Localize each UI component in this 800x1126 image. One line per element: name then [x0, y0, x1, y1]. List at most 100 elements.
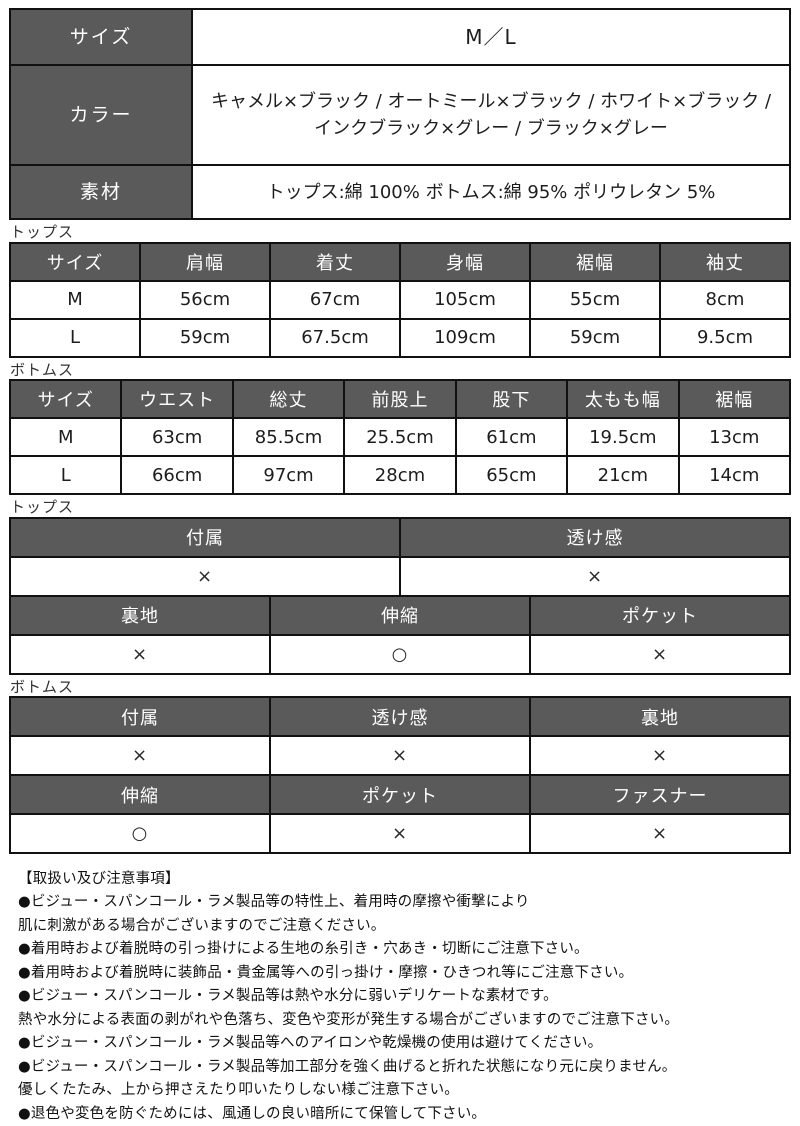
- tops-meas-header-shoulder: 肩幅: [139, 241, 271, 282]
- bottoms-meas-l-size: L: [8, 455, 123, 495]
- tops-meas-m-shoulder: 56cm: [139, 279, 271, 320]
- care-note-line: 肌に刺激がある場合がございますのでご注意ください。: [18, 917, 386, 934]
- bottoms-measurement-table: サイズ ウエスト 総丈 前股上 股下 太もも幅 裾幅 M 63cm 85.5cm…: [8, 379, 792, 495]
- tops-attr-header-lining: 裏地: [8, 594, 272, 636]
- bottoms-attr-header-lining: 裏地: [529, 696, 791, 737]
- bottoms-meas-l-inseam: 65cm: [454, 455, 569, 495]
- tops-attr-value-pocket: ×: [529, 633, 791, 675]
- tops-attr-header-stretch: 伸縮: [269, 594, 532, 636]
- tops-meas-header-hem: 裾幅: [529, 241, 661, 282]
- tops-meas-header-size: サイズ: [9, 241, 141, 282]
- bottoms-meas-m-total: 85.5cm: [231, 417, 346, 457]
- bottoms-meas-header-rise: 前股上: [343, 379, 457, 419]
- tops-meas-m-length: 67cm: [269, 279, 401, 320]
- tops-attr-header-transparency: 透け感: [399, 516, 791, 558]
- tops-attr-header-pocket: ポケット: [529, 594, 791, 636]
- tops-meas-header-length: 着丈: [269, 241, 401, 282]
- tops-attr-value-lining: ×: [8, 633, 272, 675]
- bottoms-meas-m-size: M: [8, 417, 123, 457]
- bottoms-meas-l-rise: 28cm: [343, 455, 457, 495]
- bottoms-meas-m-rise: 25.5cm: [343, 417, 457, 457]
- overview-value-size: M／L: [191, 8, 791, 66]
- care-note-line: ●ビジュー・スパンコール・ラメ製品等の特性上、着用時の摩擦や衝撃により: [18, 894, 530, 911]
- tops-meas-m-size: M: [9, 279, 141, 320]
- table-header-row: サイズ 肩幅 着丈 身幅 裾幅 袖丈: [9, 241, 791, 282]
- bottoms-meas-header-size: サイズ: [8, 379, 123, 419]
- bottoms-meas-m-thigh: 19.5cm: [566, 417, 680, 457]
- table-row: ○ × ×: [8, 813, 791, 854]
- bottoms-meas-l-hem: 14cm: [677, 455, 792, 495]
- care-note-line: ●退色や変色を防ぐためには、風通しの良い暗所にて保管して下さい。: [18, 1105, 487, 1122]
- bottoms-attr-value-transparency: ×: [269, 735, 532, 776]
- table-header-row: 裏地 伸縮 ポケット: [8, 594, 791, 636]
- bottoms-attr-header-zipper: ファスナー: [529, 774, 791, 815]
- care-note-line: ●着用時および着脱時の引っ掛けによる生地の糸引き・穴あき・切断にご注意下さい。: [18, 941, 589, 958]
- table-header-row: 付属 透け感 裏地: [8, 696, 791, 737]
- care-note-line: ●ビジュー・スパンコール・ラメ製品等加工部分を強く曲げると折れた状態になり元に戻…: [18, 1058, 677, 1075]
- tops-meas-l-hem: 59cm: [529, 317, 661, 358]
- bottoms-attr-value-lining: ×: [529, 735, 791, 776]
- table-row: × ○ ×: [8, 633, 791, 675]
- overview-label-color: カラー: [9, 64, 193, 166]
- table-row: × × ×: [8, 735, 791, 776]
- table-row: サイズ M／L: [9, 8, 791, 66]
- bottoms-meas-header-total: 総丈: [231, 379, 346, 419]
- tops-meas-l-shoulder: 59cm: [139, 317, 271, 358]
- tops-meas-l-length: 67.5cm: [269, 317, 401, 358]
- tops-attr-value-transparency: ×: [399, 555, 791, 597]
- table-row: L 59cm 67.5cm 109cm 59cm 9.5cm: [9, 317, 791, 358]
- overview-value-color: キャメル×ブラック / オートミール×ブラック / ホワイト×ブラック / イン…: [191, 64, 791, 166]
- table-row: 素材 トップス:綿 100% ボトムス:綿 95% ポリウレタン 5%: [9, 164, 791, 220]
- table-header-row: 付属 透け感: [9, 516, 791, 558]
- table-header-row: 伸縮 ポケット ファスナー: [8, 774, 791, 815]
- tops-attr-value-accessory: ×: [9, 555, 401, 597]
- table-row: L 66cm 97cm 28cm 65cm 21cm 14cm: [8, 455, 792, 495]
- spec-sheet-page: サイズ M／L カラー キャメル×ブラック / オートミール×ブラック / ホワ…: [0, 8, 800, 1122]
- tops-attr-value-stretch: ○: [269, 633, 532, 675]
- overview-label-size: サイズ: [9, 8, 193, 66]
- bottoms-attr-header-pocket: ポケット: [269, 774, 532, 815]
- table-header-row: サイズ ウエスト 総丈 前股上 股下 太もも幅 裾幅: [8, 379, 792, 419]
- care-note-line: 熱や水分による表面の剥がれや色落ち、変色や変形が発生する場合がございますのでご注…: [18, 1011, 680, 1028]
- tops-meas-l-sleeve: 9.5cm: [659, 317, 791, 358]
- tops-meas-m-bust: 105cm: [399, 279, 531, 320]
- bottoms-attr-value-pocket: ×: [269, 813, 532, 854]
- bottoms-attributes-table: 付属 透け感 裏地 × × ×: [8, 696, 791, 776]
- tops-attr-header-accessory: 付属: [9, 516, 401, 558]
- bottoms-meas-l-total: 97cm: [231, 455, 346, 495]
- care-notes: 【取扱い及び注意事項】 ●ビジュー・スパンコール・ラメ製品等の特性上、着用時の摩…: [18, 868, 800, 1126]
- section-label-tops-attributes: トップス: [10, 498, 75, 516]
- section-label-bottoms-measurements: ボトムス: [10, 360, 75, 379]
- tops-attributes-table-2: 裏地 伸縮 ポケット × ○ ×: [8, 594, 791, 675]
- bottoms-meas-header-thigh: 太もも幅: [566, 379, 680, 419]
- table-row: カラー キャメル×ブラック / オートミール×ブラック / ホワイト×ブラック …: [9, 64, 791, 166]
- tops-meas-l-bust: 109cm: [399, 317, 531, 358]
- bottoms-meas-header-hem: 裾幅: [677, 379, 792, 419]
- bottoms-meas-l-thigh: 21cm: [566, 455, 680, 495]
- bottoms-meas-m-hem: 13cm: [677, 417, 792, 457]
- bottoms-attr-value-accessory: ×: [8, 735, 272, 776]
- overview-table: サイズ M／L カラー キャメル×ブラック / オートミール×ブラック / ホワ…: [9, 8, 791, 220]
- tops-attributes-table: 付属 透け感 × ×: [9, 516, 791, 597]
- table-row: × ×: [9, 555, 791, 597]
- care-note-line: 優しくたたみ、上から押さえたり叩いたりしない様ご注意下さい。: [18, 1082, 459, 1099]
- overview-value-material: トップス:綿 100% ボトムス:綿 95% ポリウレタン 5%: [191, 164, 791, 220]
- bottoms-meas-header-waist: ウエスト: [120, 379, 234, 419]
- care-notes-title: 【取扱い及び注意事項】: [18, 871, 180, 887]
- bottoms-meas-m-waist: 63cm: [120, 417, 234, 457]
- bottoms-meas-m-inseam: 61cm: [454, 417, 569, 457]
- bottoms-attr-header-stretch: 伸縮: [8, 774, 272, 815]
- bottoms-attr-header-transparency: 透け感: [269, 696, 532, 737]
- tops-meas-l-size: L: [9, 317, 141, 358]
- bottoms-attr-header-accessory: 付属: [8, 696, 272, 737]
- table-row: M 56cm 67cm 105cm 55cm 8cm: [9, 279, 791, 320]
- bottoms-attributes-table-2: 伸縮 ポケット ファスナー ○ × ×: [8, 774, 791, 854]
- care-note-line: ●着用時および着脱時に装飾品・貴金属等への引っ掛け・摩擦・ひきつれ等にご注意下さ…: [18, 964, 634, 981]
- bottoms-attr-value-zipper: ×: [529, 813, 791, 854]
- tops-meas-header-sleeve: 袖丈: [659, 241, 791, 282]
- table-row: M 63cm 85.5cm 25.5cm 61cm 19.5cm 13cm: [8, 417, 792, 457]
- section-label-tops-measurements: トップス: [10, 223, 75, 241]
- care-note-line: ●ビジュー・スパンコール・ラメ製品等は熱や水分に弱いデリケートな素材です。: [18, 988, 558, 1005]
- bottoms-meas-header-inseam: 股下: [454, 379, 569, 419]
- bottoms-attr-value-stretch: ○: [8, 813, 272, 854]
